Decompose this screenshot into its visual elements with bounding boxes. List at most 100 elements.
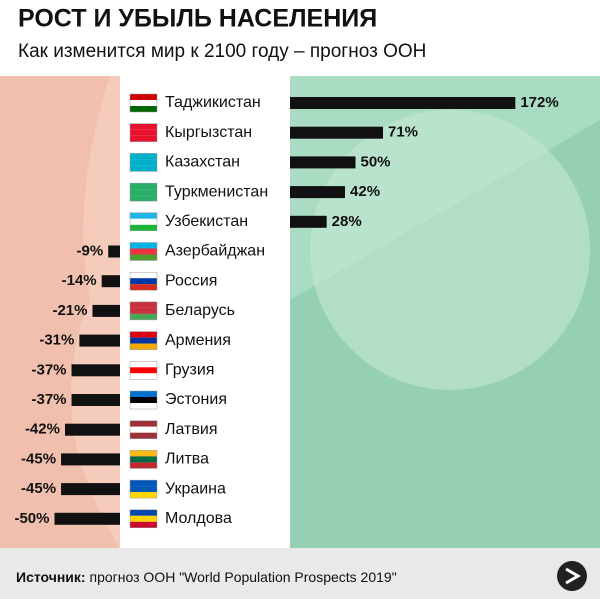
- logo-mark: [565, 567, 581, 585]
- flag-border: [129, 331, 158, 350]
- bar: [61, 453, 120, 466]
- value-label: 172%: [520, 94, 558, 111]
- flag-stripe: [130, 480, 157, 487]
- flag-stripe: [130, 456, 157, 463]
- logo: [557, 561, 587, 591]
- category-label: Туркменистан: [165, 183, 268, 200]
- flag-stripe: [130, 123, 157, 130]
- category-label: Литва: [165, 451, 209, 468]
- flag-stripe: [130, 331, 157, 338]
- bar: [290, 156, 356, 169]
- bar: [54, 512, 120, 525]
- flag-stripe: [130, 301, 157, 308]
- bar: [290, 97, 516, 109]
- flag-stripe: [130, 94, 157, 100]
- flag-stripe: [130, 278, 157, 285]
- flag-stripe: [130, 426, 157, 433]
- flag-stripe: [130, 189, 157, 196]
- flag-border: [129, 450, 158, 469]
- flag-stripe: [130, 254, 157, 261]
- bar: [290, 126, 384, 139]
- flag-border: [129, 420, 158, 439]
- flag-stripe: [130, 129, 157, 136]
- value-label: -37%: [31, 391, 66, 408]
- flag-stripe: [130, 367, 157, 374]
- value-label: -9%: [77, 242, 104, 259]
- flag-stripe: [130, 313, 157, 320]
- chart-title: РОСТ И УБЫЛЬ НАСЕЛЕНИЯ: [18, 5, 377, 33]
- bar: [108, 245, 120, 258]
- flag-stripe: [130, 462, 157, 469]
- flag-stripe: [130, 153, 157, 160]
- bar: [71, 394, 120, 406]
- flag-stripe: [130, 337, 157, 344]
- flag-stripe: [130, 135, 157, 142]
- decline-silhouette: [0, 76, 120, 548]
- flag-stripe: [130, 183, 157, 190]
- category-label: Молдова: [165, 510, 232, 527]
- value-label: -31%: [39, 332, 74, 349]
- category-label: Казахстан: [165, 154, 240, 171]
- flag-border: [129, 301, 158, 321]
- value-label: -21%: [52, 302, 87, 319]
- category-label: Россия: [165, 272, 217, 289]
- flag-border: [129, 153, 158, 172]
- flag-stripe: [130, 515, 157, 522]
- flag-border: [129, 509, 158, 529]
- bar: [290, 186, 346, 199]
- flag-stripe: [130, 361, 157, 368]
- flag-stripe: [130, 224, 157, 231]
- flag-stripe: [130, 218, 157, 225]
- flag-stripe: [130, 159, 157, 166]
- flag-stripe: [130, 521, 157, 528]
- category-label: Латвия: [165, 421, 217, 438]
- flag-border: [129, 93, 158, 113]
- flag-stripe: [130, 432, 157, 439]
- flag-stripe: [130, 100, 157, 106]
- category-label: Беларусь: [165, 302, 235, 319]
- flag-border: [129, 271, 158, 291]
- bar: [290, 215, 327, 228]
- value-label: -45%: [21, 480, 56, 497]
- bar: [71, 364, 120, 377]
- flag-border: [129, 361, 158, 380]
- flag-stripe: [130, 450, 157, 457]
- value-label: -42%: [25, 421, 60, 438]
- category-label: Эстония: [165, 391, 227, 408]
- flag-border: [129, 390, 158, 410]
- value-label: -45%: [21, 450, 56, 467]
- category-label: Грузия: [165, 362, 214, 379]
- value-label: 42%: [350, 183, 380, 200]
- source-label: Источник:: [16, 569, 86, 585]
- flag-stripe: [130, 397, 157, 403]
- bar: [101, 275, 120, 288]
- category-label: Украина: [165, 480, 226, 497]
- flag-stripe: [130, 106, 157, 112]
- flag-stripe: [130, 272, 157, 279]
- flag-stripe: [130, 248, 157, 255]
- category-label: Узбекистан: [165, 213, 248, 230]
- bar: [64, 423, 120, 436]
- flag-stripe: [130, 486, 157, 493]
- category-label: Армения: [165, 332, 231, 349]
- flag-border: [129, 182, 158, 202]
- flag-stripe: [130, 420, 157, 427]
- value-label: -50%: [14, 510, 49, 527]
- flag-stripe: [130, 343, 157, 350]
- flag-stripe: [130, 195, 157, 202]
- bar: [92, 304, 120, 317]
- flag-stripe: [130, 509, 157, 516]
- flag-stripe: [130, 403, 157, 409]
- flag-stripe: [130, 165, 157, 172]
- footer: [0, 548, 600, 599]
- value-label: 71%: [388, 124, 418, 141]
- value-label: 28%: [332, 213, 362, 230]
- flag-stripe: [130, 492, 157, 499]
- flag-stripe: [130, 391, 157, 397]
- category-label: Таджикистан: [165, 94, 261, 111]
- flag-stripe: [130, 284, 157, 291]
- flag-border: [129, 479, 158, 499]
- bar: [79, 334, 120, 347]
- growth-disc: [310, 110, 590, 390]
